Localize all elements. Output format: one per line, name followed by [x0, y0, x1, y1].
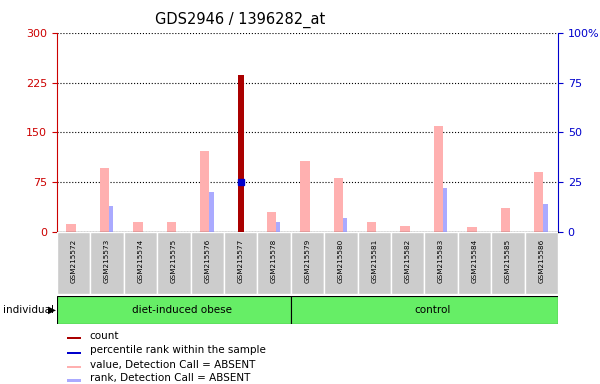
- Bar: [57, 296, 291, 324]
- Text: GSM215573: GSM215573: [104, 238, 110, 283]
- Text: GSM215581: GSM215581: [371, 238, 377, 283]
- Bar: [57, 232, 91, 294]
- Bar: [358, 232, 391, 294]
- Bar: [400, 226, 410, 232]
- Text: GSM215586: GSM215586: [538, 238, 544, 283]
- Bar: [424, 232, 458, 294]
- Bar: [391, 232, 424, 294]
- Text: GSM215582: GSM215582: [404, 238, 410, 283]
- Bar: [367, 222, 376, 232]
- Bar: [100, 168, 109, 232]
- Bar: [534, 172, 544, 232]
- Text: GSM215578: GSM215578: [271, 238, 277, 283]
- Bar: [124, 232, 157, 294]
- Bar: [91, 232, 124, 294]
- Bar: [443, 189, 448, 232]
- Bar: [343, 218, 347, 232]
- Bar: [491, 232, 524, 294]
- Text: count: count: [89, 331, 119, 341]
- Bar: [434, 126, 443, 232]
- Bar: [157, 232, 191, 294]
- Bar: [209, 192, 214, 232]
- Text: individual: individual: [3, 305, 54, 315]
- Bar: [67, 366, 81, 368]
- Bar: [467, 227, 476, 232]
- Bar: [167, 222, 176, 232]
- Text: control: control: [415, 305, 451, 315]
- Text: GSM215579: GSM215579: [305, 238, 311, 283]
- Text: GSM215572: GSM215572: [71, 238, 77, 283]
- Text: GSM215583: GSM215583: [438, 238, 444, 283]
- Bar: [543, 204, 548, 232]
- Text: diet-induced obese: diet-induced obese: [132, 305, 232, 315]
- Bar: [133, 222, 143, 232]
- Bar: [300, 161, 310, 232]
- Bar: [291, 296, 558, 324]
- Bar: [458, 232, 491, 294]
- Text: rank, Detection Call = ABSENT: rank, Detection Call = ABSENT: [89, 373, 250, 383]
- Bar: [67, 223, 76, 232]
- Text: GSM215580: GSM215580: [338, 238, 344, 283]
- Text: GSM215584: GSM215584: [472, 238, 478, 283]
- Text: value, Detection Call = ABSENT: value, Detection Call = ABSENT: [89, 359, 255, 369]
- Bar: [276, 222, 280, 232]
- Text: GSM215585: GSM215585: [505, 238, 511, 283]
- Bar: [200, 151, 209, 232]
- Bar: [67, 352, 81, 354]
- Text: GSM215575: GSM215575: [171, 238, 177, 283]
- Bar: [238, 74, 244, 232]
- Bar: [324, 232, 358, 294]
- Bar: [67, 337, 81, 339]
- Bar: [334, 178, 343, 232]
- Bar: [109, 206, 113, 232]
- Bar: [267, 212, 276, 232]
- Text: GDS2946 / 1396282_at: GDS2946 / 1396282_at: [155, 12, 325, 28]
- Bar: [291, 232, 324, 294]
- Text: GSM215576: GSM215576: [204, 238, 211, 283]
- Text: GSM215577: GSM215577: [238, 238, 244, 283]
- Bar: [67, 379, 81, 382]
- Text: percentile rank within the sample: percentile rank within the sample: [89, 345, 265, 355]
- Bar: [224, 232, 257, 294]
- Bar: [257, 232, 291, 294]
- Bar: [500, 208, 510, 232]
- Text: GSM215574: GSM215574: [137, 238, 143, 283]
- Bar: [191, 232, 224, 294]
- Bar: [524, 232, 558, 294]
- Text: ▶: ▶: [48, 305, 56, 315]
